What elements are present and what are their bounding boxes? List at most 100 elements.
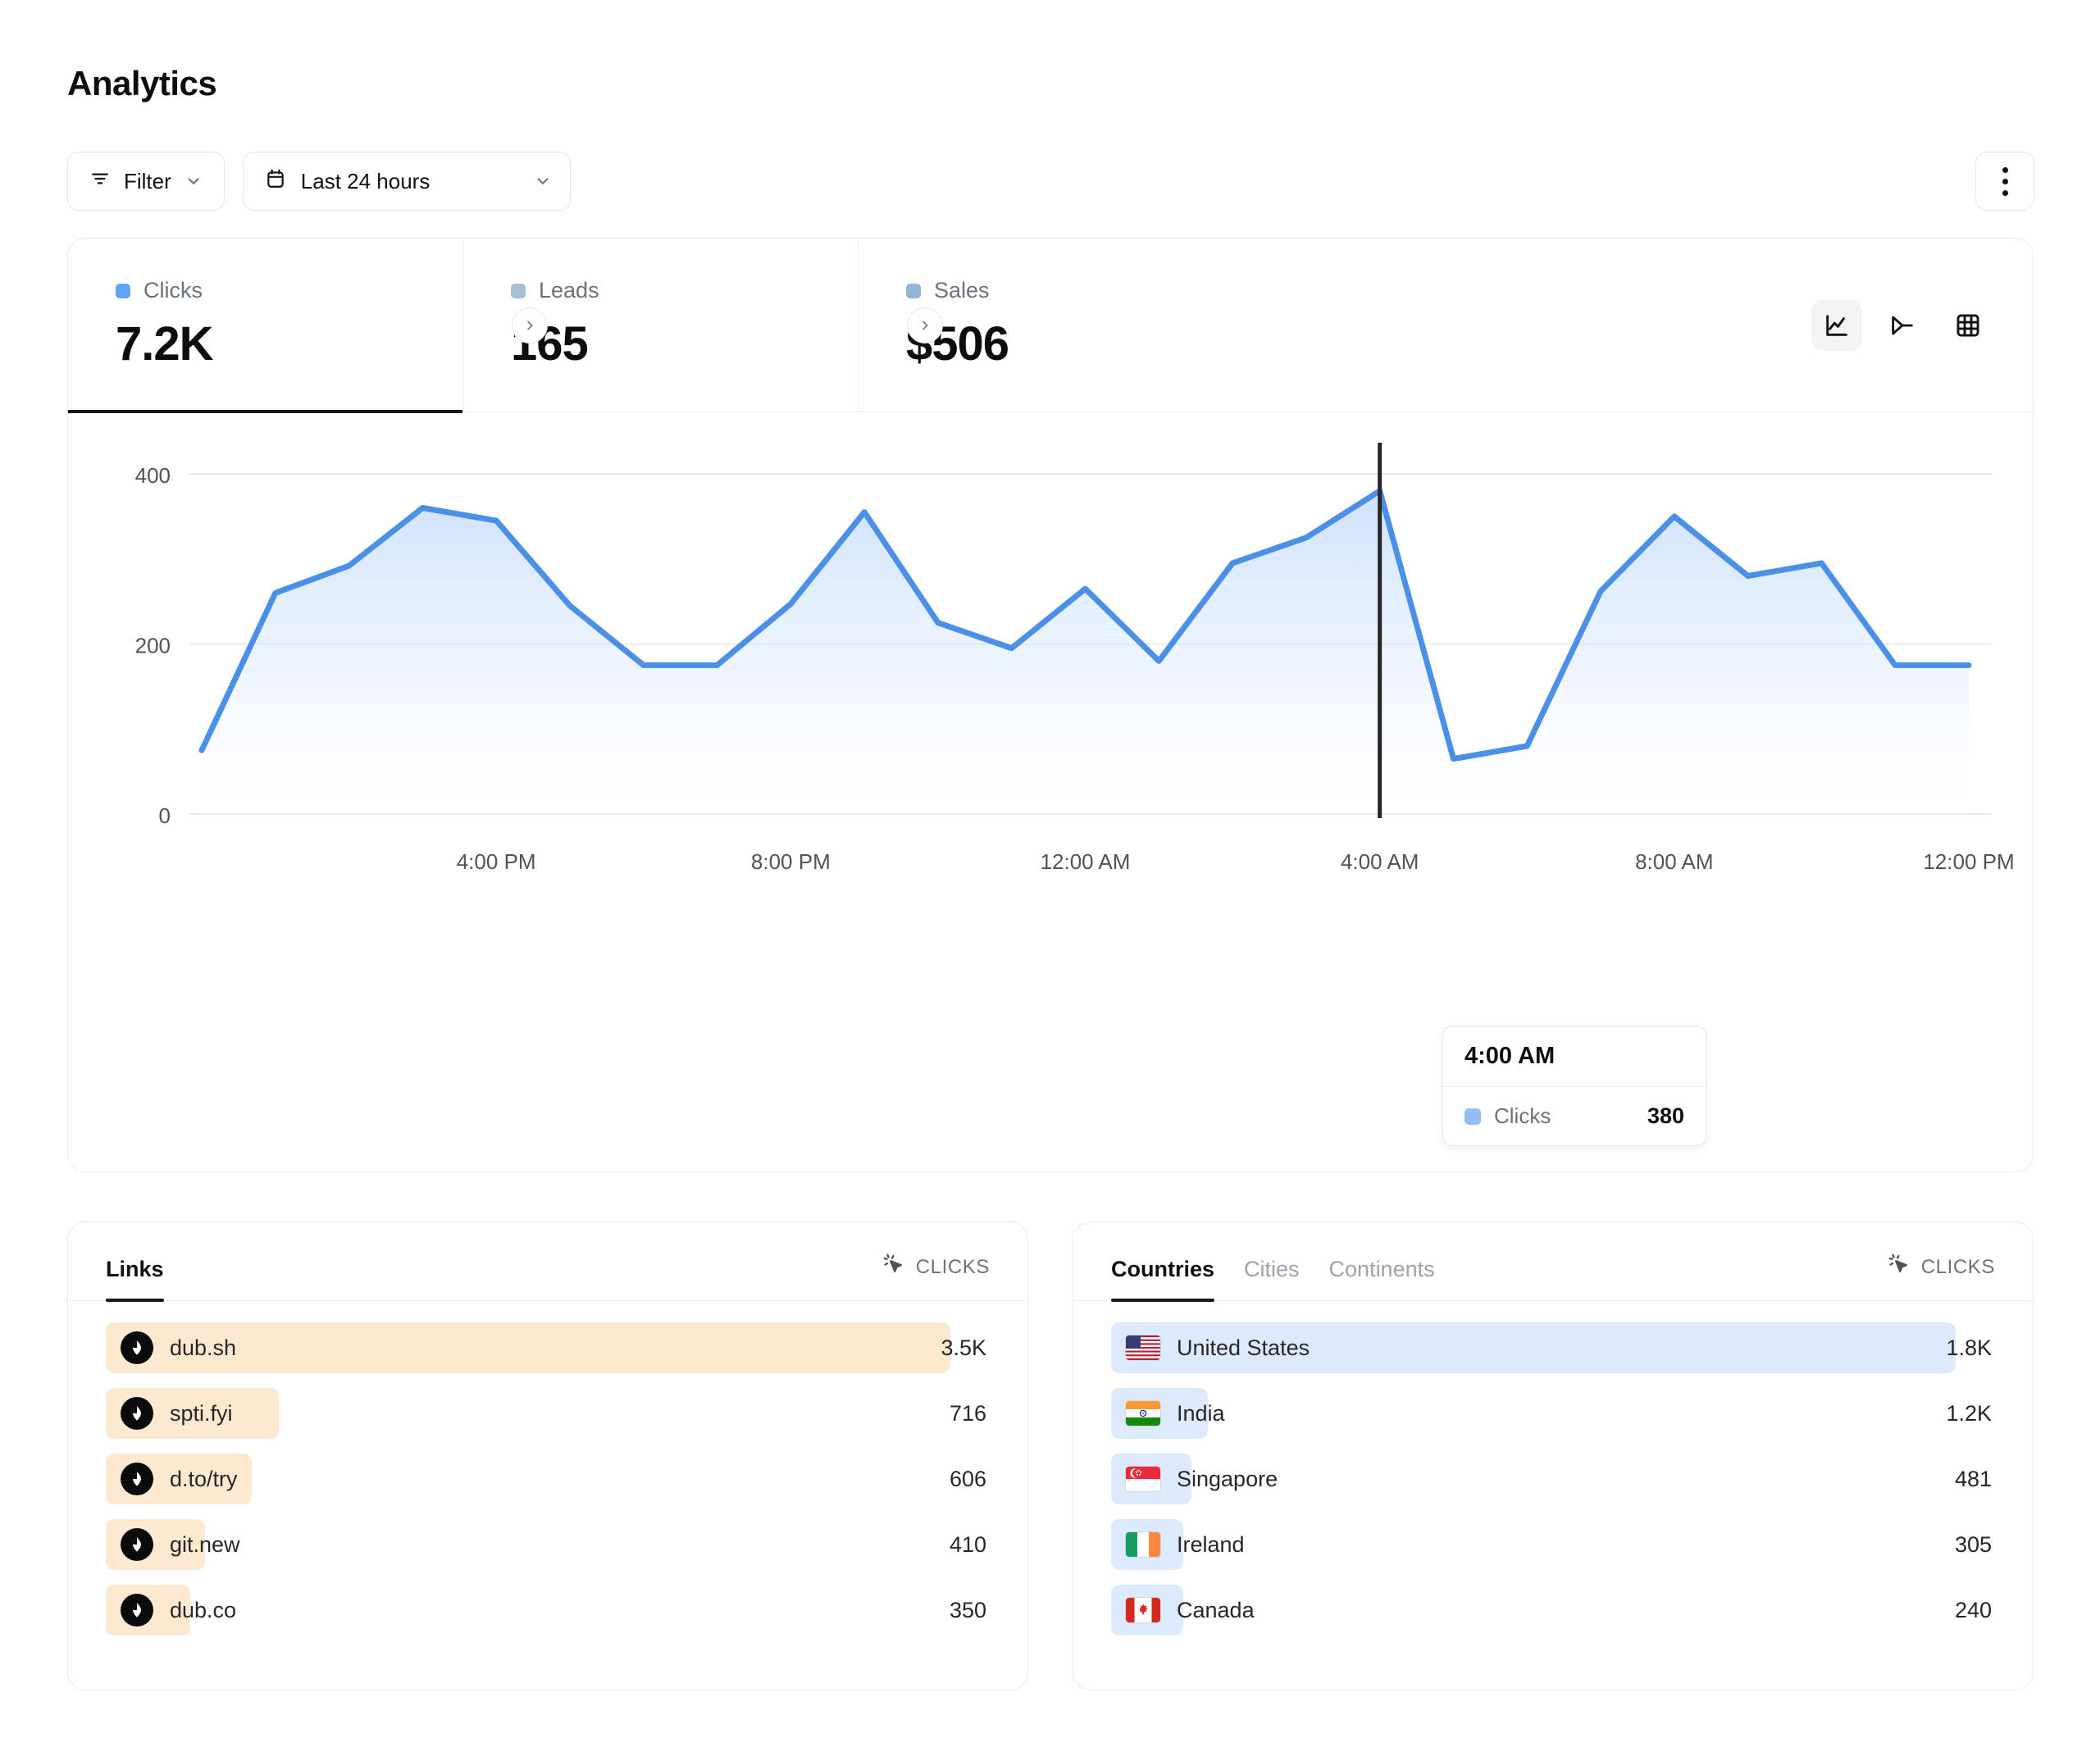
x-axis-tick-label: 12:00 PM <box>1923 849 2014 874</box>
chart-area[interactable]: 0 200 400 4:00 PM 8:00 PM 12:00 AM 4:00 AM 8:0… <box>68 412 2033 1172</box>
flag-icon-in <box>1126 1401 1160 1426</box>
metric-label: Sales <box>934 278 990 303</box>
links-tabs: Links <box>106 1222 164 1302</box>
row-value: 305 <box>1954 1531 1992 1557</box>
view-toggle-group <box>1811 299 1993 351</box>
x-axis-tick-label: 12:00 AM <box>1041 849 1131 874</box>
locations-panel: Countries Cities Continents CLICKS Unite… <box>1073 1222 2034 1690</box>
x-axis-tick-label: 8:00 AM <box>1635 849 1713 874</box>
link-row[interactable]: d.to/try 606 <box>106 1454 990 1504</box>
clicks-area-chart[interactable]: 0 200 400 4:00 PM 8:00 PM 12:00 AM 4:00 AM 8:0… <box>68 412 2034 1172</box>
dub-favicon-icon <box>121 1463 153 1495</box>
row-content: dub.sh <box>106 1331 236 1364</box>
row-content: git.new <box>106 1528 240 1561</box>
tab-continents[interactable]: Continents <box>1328 1257 1435 1281</box>
metric-next-arrow-2[interactable] <box>907 307 943 344</box>
y-axis-tick-label: 200 <box>135 634 171 658</box>
x-axis-tick-label: 8:00 PM <box>751 849 831 874</box>
country-row[interactable]: Ireland 305 <box>1111 1519 1995 1570</box>
link-row[interactable]: spti.fyi 716 <box>106 1388 990 1439</box>
dub-favicon-icon <box>121 1397 153 1430</box>
country-row[interactable]: Singapore 481 <box>1111 1454 1995 1504</box>
row-content: United States <box>1111 1335 1310 1361</box>
row-label: Canada <box>1177 1597 1255 1622</box>
row-label: dub.co <box>170 1597 237 1622</box>
x-axis-tick-label: 4:00 AM <box>1341 849 1419 874</box>
flag-icon-ca <box>1126 1598 1160 1622</box>
leads-legend-dot <box>511 283 526 298</box>
row-content: dub.co <box>106 1594 236 1627</box>
row-label: Singapore <box>1177 1466 1278 1491</box>
row-content: India <box>1111 1401 1225 1426</box>
country-rows: United States 1.8K India 1.2K Singapore 481 Ir… <box>1073 1301 2033 1636</box>
metric-next-arrow-1[interactable] <box>512 307 548 344</box>
metric-value: $506 <box>906 317 1009 371</box>
row-label: git.new <box>170 1531 240 1557</box>
row-value: 240 <box>1954 1597 1992 1622</box>
row-value: 3.5K <box>941 1335 986 1360</box>
filter-icon <box>89 168 111 195</box>
filter-button[interactable]: Filter <box>67 152 225 211</box>
click-cursor-icon <box>881 1252 906 1282</box>
more-vertical-icon <box>2002 166 2008 196</box>
country-row[interactable]: India 1.2K <box>1111 1388 1995 1439</box>
locations-metric-label: CLICKS <box>1920 1255 1995 1278</box>
chart-tooltip: 4:00 AM Clicks 380 <box>1442 1026 1706 1146</box>
country-row[interactable]: Canada 240 <box>1111 1585 1995 1636</box>
link-row[interactable]: dub.sh 3.5K <box>106 1322 990 1373</box>
row-value: 481 <box>1954 1466 1992 1491</box>
row-content: spti.fyi <box>106 1397 233 1430</box>
chart-x-axis-labels: 4:00 PM 8:00 PM 12:00 AM 4:00 AM 8:00 AM 12:0… <box>457 849 2015 874</box>
flag-icon-sg <box>1126 1467 1160 1491</box>
chart-y-axis-labels: 0 200 400 <box>135 463 171 828</box>
metric-header: Sales <box>906 278 1254 303</box>
table-view-button[interactable] <box>1943 300 1993 351</box>
row-value: 1.2K <box>1946 1400 1992 1426</box>
analytics-chart-card: Clicks 7.2K Leads 165 Sales <box>67 238 2034 1172</box>
tooltip-series-value: 380 <box>1647 1103 1684 1128</box>
date-range-button[interactable]: Last 24 hours <box>242 152 571 211</box>
more-options-button[interactable] <box>1975 152 2034 211</box>
tab-links[interactable]: Links <box>106 1257 164 1302</box>
toolbar: Filter Last 24 hours <box>67 152 571 211</box>
links-panel: Links CLICKS dub.sh 3.5K spti.fyi 716 d.to/t… <box>67 1222 1028 1690</box>
x-axis-tick-label: 4:00 PM <box>457 849 536 874</box>
tooltip-time: 4:00 AM <box>1443 1026 1706 1087</box>
row-label: spti.fyi <box>170 1400 233 1426</box>
calendar-icon <box>265 168 286 195</box>
chart-area-fill <box>202 490 1969 814</box>
row-label: d.to/try <box>170 1466 238 1491</box>
link-row[interactable]: dub.co 350 <box>106 1585 990 1636</box>
locations-metric-label-group: CLICKS <box>1887 1252 1995 1300</box>
row-label: India <box>1177 1400 1225 1426</box>
dub-favicon-icon <box>121 1594 153 1627</box>
date-range-label: Last 24 hours <box>300 168 430 193</box>
chevron-down-icon <box>184 172 203 190</box>
funnel-view-button[interactable] <box>1877 300 1928 351</box>
country-row[interactable]: United States 1.8K <box>1111 1322 1995 1373</box>
sales-legend-dot <box>906 283 921 298</box>
row-label: Ireland <box>1177 1531 1245 1557</box>
tab-countries[interactable]: Countries <box>1111 1257 1215 1302</box>
y-axis-tick-label: 0 <box>159 803 171 828</box>
metric-header: Clicks <box>116 278 462 303</box>
page-title: Analytics <box>67 64 217 102</box>
row-value: 716 <box>949 1400 986 1426</box>
links-panel-header: Links CLICKS <box>68 1222 1027 1302</box>
links-metric-label: CLICKS <box>915 1255 990 1278</box>
locations-panel-header: Countries Cities Continents CLICKS <box>1073 1222 2033 1302</box>
row-value: 350 <box>949 1597 986 1622</box>
tab-cities[interactable]: Cities <box>1244 1257 1300 1281</box>
dub-favicon-icon <box>121 1528 153 1561</box>
line-chart-view-button[interactable] <box>1811 299 1862 351</box>
row-content: Canada <box>1111 1598 1255 1623</box>
dub-favicon-icon <box>121 1331 153 1364</box>
row-content: Singapore <box>1111 1467 1278 1492</box>
link-row[interactable]: git.new 410 <box>106 1519 990 1570</box>
filter-label: Filter <box>124 168 171 193</box>
row-value: 410 <box>949 1531 986 1557</box>
clicks-legend-dot <box>116 283 130 298</box>
click-cursor-icon <box>1887 1252 1911 1282</box>
metric-card-clicks[interactable]: Clicks 7.2K <box>68 239 463 413</box>
